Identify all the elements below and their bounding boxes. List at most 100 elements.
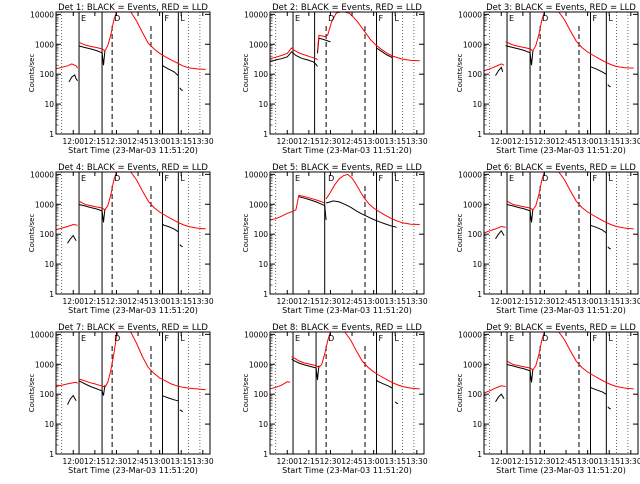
y-tick-label: 1 <box>477 290 482 299</box>
state-marker-label: L <box>394 174 399 183</box>
x-axis-label: Start Time (23-Mar-03 11:51:20) <box>68 466 198 475</box>
x-tick-label: 12:15 <box>512 137 534 146</box>
events-series-line <box>67 394 77 405</box>
x-axis-label: Start Time (23-Mar-03 11:51:20) <box>496 306 626 315</box>
y-tick-label: 1000 <box>249 40 268 49</box>
y-tick-label: 10 <box>44 100 54 109</box>
y-tick-label: 10000 <box>30 330 54 339</box>
x-tick-label: 12:00 <box>490 457 512 466</box>
state-marker-label: L <box>180 334 185 343</box>
x-tick-label: 13:30 <box>406 457 428 466</box>
panel-title: Det 3: BLACK = Events, RED = LLD <box>486 3 636 13</box>
y-tick-label: 10 <box>258 420 268 429</box>
events-series-line <box>67 234 77 244</box>
lld-series-line <box>56 381 78 387</box>
x-tick-label: 13:00 <box>149 297 171 306</box>
state-marker-label: F <box>593 14 598 23</box>
events-series-line <box>607 246 611 250</box>
x-tick-label: 12:00 <box>276 297 298 306</box>
y-tick-label: 10 <box>44 260 54 269</box>
x-tick-label: 12:15 <box>84 457 106 466</box>
events-series-line <box>394 401 399 405</box>
x-axis-label: Start Time (23-Mar-03 11:51:20) <box>282 306 412 315</box>
y-tick-label: 10 <box>258 100 268 109</box>
x-tick-label: 13:30 <box>620 457 640 466</box>
x-tick-label: 13:15 <box>384 137 406 146</box>
x-tick-label: 12:15 <box>84 137 106 146</box>
panel-title: Det 6: BLACK = Events, RED = LLD <box>486 163 636 173</box>
x-tick-label: 12:00 <box>276 457 298 466</box>
y-tick-label: 10000 <box>458 170 482 179</box>
x-tick-label: 13:00 <box>577 297 599 306</box>
lld-series-line <box>270 194 325 221</box>
events-series-line <box>162 223 179 233</box>
lld-series-line <box>130 172 206 230</box>
events-series-line <box>590 386 607 395</box>
plot-frame <box>55 11 211 135</box>
y-axis-label: Counts/sec <box>456 54 464 93</box>
lld-series-line <box>78 172 118 211</box>
state-marker-label: E <box>81 14 86 23</box>
x-tick-label: 12:45 <box>555 297 577 306</box>
x-tick-label: 13:00 <box>149 137 171 146</box>
y-axis-label: Counts/sec <box>28 214 36 253</box>
y-tick-label: 10 <box>258 260 268 269</box>
y-axis-label: Counts/sec <box>28 374 36 413</box>
lld-series-line <box>484 225 506 234</box>
x-tick-label: 12:15 <box>298 457 320 466</box>
y-axis-label: Counts/sec <box>456 214 464 253</box>
y-tick-label: 1 <box>477 130 482 139</box>
state-marker-label: D <box>328 334 334 343</box>
lld-series-line <box>325 173 420 225</box>
y-tick-label: 1 <box>477 450 482 459</box>
y-tick-label: 1000 <box>35 360 54 369</box>
x-tick-label: 12:15 <box>84 297 106 306</box>
y-tick-label: 1000 <box>463 200 482 209</box>
events-series-line <box>495 66 504 76</box>
y-tick-label: 1 <box>49 450 54 459</box>
events-series-line <box>590 224 607 234</box>
y-axis-label: Counts/sec <box>242 54 250 93</box>
x-tick-label: 12:45 <box>127 457 149 466</box>
lld-series-line <box>344 332 420 390</box>
plot-frame <box>269 171 425 295</box>
x-tick-label: 12:45 <box>341 137 363 146</box>
events-series-line <box>495 229 505 240</box>
x-tick-label: 12:00 <box>62 457 84 466</box>
y-axis-label: Counts/sec <box>242 214 250 253</box>
events-series-line <box>325 200 397 228</box>
y-tick-label: 1000 <box>249 360 268 369</box>
plot-frame <box>483 171 639 295</box>
lld-series-line <box>558 12 634 69</box>
y-tick-label: 10000 <box>458 330 482 339</box>
y-tick-label: 100 <box>40 70 55 79</box>
events-series-line <box>607 406 611 410</box>
lld-series-line <box>78 332 119 388</box>
y-axis-label: Counts/sec <box>456 374 464 413</box>
events-series-line <box>505 45 534 66</box>
plot-frame <box>269 11 425 135</box>
lld-series-line <box>558 172 634 230</box>
y-tick-label: 1000 <box>249 200 268 209</box>
x-tick-label: 13:15 <box>598 137 620 146</box>
y-tick-label: 10000 <box>30 170 54 179</box>
x-tick-label: 13:00 <box>577 457 599 466</box>
lld-series-line <box>506 332 546 371</box>
x-tick-label: 13:15 <box>598 457 620 466</box>
y-tick-label: 10 <box>44 420 54 429</box>
state-marker-label: D <box>328 14 334 23</box>
plot-frame <box>55 171 211 295</box>
state-marker-label: D <box>114 14 120 23</box>
x-tick-label: 12:30 <box>106 137 128 146</box>
y-tick-label: 10000 <box>244 170 268 179</box>
x-tick-label: 13:30 <box>192 457 214 466</box>
y-tick-label: 10 <box>472 260 482 269</box>
state-marker-label: E <box>509 14 514 23</box>
events-series-line <box>590 66 607 75</box>
y-tick-label: 1000 <box>463 360 482 369</box>
events-series-line <box>607 84 611 88</box>
